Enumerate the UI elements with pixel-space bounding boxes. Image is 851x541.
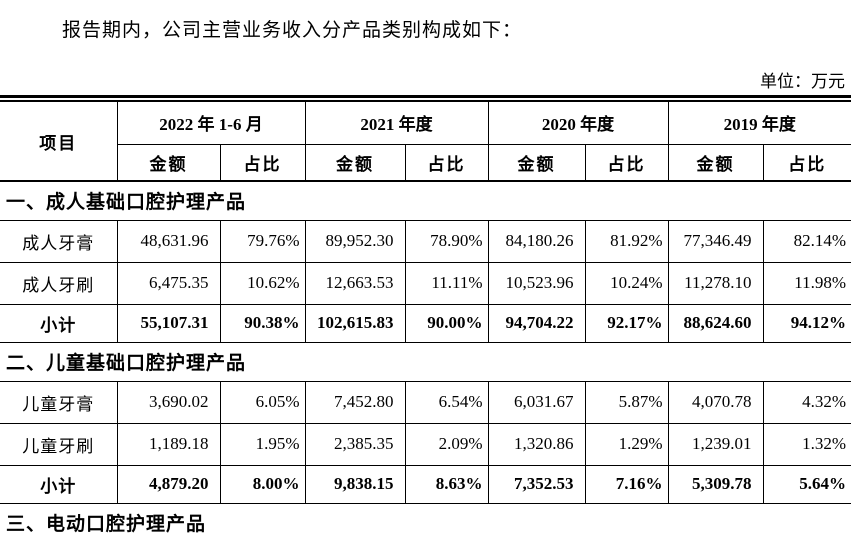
item-cell: 儿童牙刷 — [0, 423, 117, 466]
amount-cell: 84,180.26 — [487, 220, 586, 263]
intro-paragraph: 报告期内，公司主营业务收入分产品类别构成如下： — [62, 20, 523, 41]
column-header-ratio: 占比 — [584, 144, 669, 182]
column-header-amount: 金额 — [487, 144, 586, 182]
ratio-cell: 1.29% — [584, 423, 669, 466]
ratio-cell: 78.90% — [404, 220, 489, 263]
amount-cell: 4,879.20 — [116, 465, 220, 504]
ratio-cell: 10.62% — [219, 262, 306, 305]
header-row-periods: 项目 2022 年 1-6 月 2021 年度 2020 年度 2019 年度 — [0, 102, 851, 182]
amount-cell: 12,663.53 — [304, 262, 406, 305]
column-header-ratio: 占比 — [762, 144, 851, 182]
ratio-cell: 5.64% — [762, 465, 851, 504]
column-header-ratio: 占比 — [219, 144, 306, 182]
section-row: 二、儿童基础口腔护理产品 — [0, 342, 851, 382]
column-header-ratio: 占比 — [404, 144, 489, 182]
ratio-cell: 6.54% — [404, 381, 489, 424]
ratio-cell: 94.12% — [762, 304, 851, 343]
table-header: 项目 2022 年 1-6 月 2021 年度 2020 年度 2019 年度 … — [0, 102, 851, 182]
ratio-cell: 4.32% — [762, 381, 851, 424]
header-row-measures: 金额 占比 金额 占比 金额 占比 金额 占比 — [0, 144, 851, 182]
column-header-period-2021: 2021 年度 — [304, 102, 489, 145]
amount-cell: 6,031.67 — [487, 381, 586, 424]
ratio-cell: 6.05% — [219, 381, 306, 424]
ratio-cell: 92.17% — [584, 304, 669, 343]
ratio-cell: 2.09% — [404, 423, 489, 466]
item-cell: 儿童牙膏 — [0, 381, 117, 424]
amount-cell: 1,320.86 — [487, 423, 586, 466]
column-header-period-2019: 2019 年度 — [667, 102, 851, 145]
column-header-amount: 金额 — [304, 144, 406, 182]
revenue-by-product-table: 项目 2022 年 1-6 月 2021 年度 2020 年度 2019 年度 … — [0, 102, 851, 541]
amount-cell: 94,704.22 — [487, 304, 586, 343]
column-header-item: 项目 — [0, 102, 118, 182]
amount-cell: 1,239.01 — [667, 423, 764, 466]
section-title: 三、电动口腔护理产品 — [0, 503, 851, 541]
amount-cell: 7,452.80 — [304, 381, 406, 424]
table-row: 成人牙刷 6,475.35 10.62% 12,663.53 11.11% 10,523.… — [0, 262, 851, 305]
amount-cell: 3,690.02 — [116, 381, 220, 424]
table-top-rule-thin — [0, 100, 851, 102]
table-row: 成人牙膏 48,631.96 79.76% 89,952.30 78.90% 84,180… — [0, 220, 851, 263]
table-body: 一、成人基础口腔护理产品 成人牙膏 48,631.96 79.76% 89,952.30… — [0, 181, 851, 541]
ratio-cell: 1.32% — [762, 423, 851, 466]
section-title: 一、成人基础口腔护理产品 — [0, 181, 851, 221]
table-top-rule-thick — [0, 95, 851, 98]
section-title: 二、儿童基础口腔护理产品 — [0, 342, 851, 382]
table-row: 儿童牙膏 3,690.02 6.05% 7,452.80 6.54% 6,031.67 5.… — [0, 381, 851, 424]
ratio-cell: 11.98% — [762, 262, 851, 305]
ratio-cell: 10.24% — [584, 262, 669, 305]
column-header-amount: 金额 — [116, 144, 220, 182]
amount-cell: 10,523.96 — [487, 262, 586, 305]
item-cell: 成人牙膏 — [0, 220, 117, 263]
item-cell: 小计 — [0, 465, 117, 504]
amount-cell: 102,615.83 — [304, 304, 406, 343]
amount-cell: 9,838.15 — [304, 465, 406, 504]
amount-cell: 1,189.18 — [116, 423, 220, 466]
ratio-cell: 90.00% — [404, 304, 489, 343]
item-cell: 小计 — [0, 304, 117, 343]
subtotal-row: 小计 4,879.20 8.00% 9,838.15 8.63% 7,352.53 7.16… — [0, 465, 851, 504]
ratio-cell: 90.38% — [219, 304, 306, 343]
document-page: 报告期内，公司主营业务收入分产品类别构成如下： 单位：万元 项目 2022 年 … — [0, 18, 851, 541]
ratio-cell: 8.63% — [404, 465, 489, 504]
amount-cell: 48,631.96 — [116, 220, 220, 263]
table-top-rule-gap — [0, 98, 851, 100]
column-header-period-2020: 2020 年度 — [487, 102, 669, 145]
ratio-cell: 79.76% — [219, 220, 306, 263]
amount-cell: 88,624.60 — [667, 304, 764, 343]
amount-cell: 77,346.49 — [667, 220, 764, 263]
ratio-cell: 5.87% — [584, 381, 669, 424]
subtotal-row: 小计 55,107.31 90.38% 102,615.83 90.00% 94,704.… — [0, 304, 851, 343]
amount-cell: 11,278.10 — [667, 262, 764, 305]
ratio-cell: 81.92% — [584, 220, 669, 263]
amount-cell: 89,952.30 — [304, 220, 406, 263]
ratio-cell: 8.00% — [219, 465, 306, 504]
column-header-amount: 金额 — [667, 144, 764, 182]
unit-label: 单位：万元 — [760, 72, 845, 91]
table-row: 儿童牙刷 1,189.18 1.95% 2,385.35 2.09% 1,320.86 1.… — [0, 423, 851, 466]
amount-cell: 5,309.78 — [667, 465, 764, 504]
amount-cell: 55,107.31 — [116, 304, 220, 343]
amount-cell: 2,385.35 — [304, 423, 406, 466]
item-cell: 成人牙刷 — [0, 262, 117, 305]
section-row: 三、电动口腔护理产品 — [0, 503, 851, 541]
ratio-cell: 1.95% — [219, 423, 306, 466]
ratio-cell: 82.14% — [762, 220, 851, 263]
amount-cell: 6,475.35 — [116, 262, 220, 305]
amount-cell: 7,352.53 — [487, 465, 586, 504]
ratio-cell: 7.16% — [584, 465, 669, 504]
column-header-period-2022h1: 2022 年 1-6 月 — [116, 102, 306, 145]
amount-cell: 4,070.78 — [667, 381, 764, 424]
section-row: 一、成人基础口腔护理产品 — [0, 181, 851, 221]
ratio-cell: 11.11% — [404, 262, 489, 305]
